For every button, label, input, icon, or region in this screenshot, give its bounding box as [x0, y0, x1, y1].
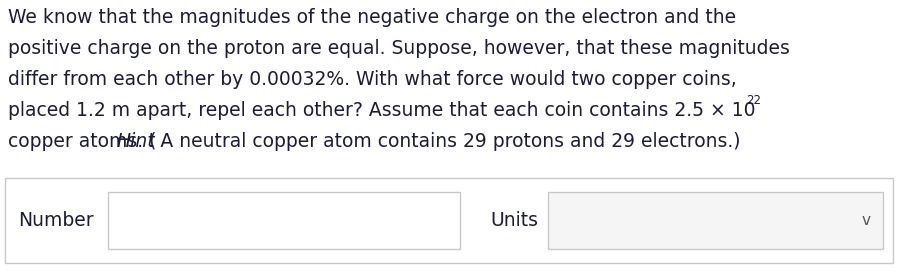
Text: positive charge on the proton are equal. Suppose, however, that these magnitudes: positive charge on the proton are equal.… — [8, 39, 790, 58]
Text: 22: 22 — [746, 94, 761, 107]
Bar — [5, 178, 893, 263]
Text: We know that the magnitudes of the negative charge on the electron and the: We know that the magnitudes of the negat… — [8, 8, 736, 27]
Text: Units: Units — [490, 211, 538, 230]
Text: : A neutral copper atom contains 29 protons and 29 electrons.): : A neutral copper atom contains 29 prot… — [148, 132, 741, 151]
Text: i: i — [119, 211, 127, 230]
Text: differ from each other by 0.00032%. With what force would two copper coins,: differ from each other by 0.00032%. With… — [8, 70, 736, 89]
Bar — [548, 192, 883, 249]
Text: copper atoms. (: copper atoms. ( — [8, 132, 156, 151]
Text: Hint: Hint — [116, 132, 154, 151]
Bar — [108, 192, 460, 249]
Text: v: v — [862, 213, 871, 228]
Text: placed 1.2 m apart, repel each other? Assume that each coin contains 2.5 × 10: placed 1.2 m apart, repel each other? As… — [8, 101, 755, 120]
Bar — [108, 192, 138, 249]
Text: Number: Number — [18, 211, 93, 230]
